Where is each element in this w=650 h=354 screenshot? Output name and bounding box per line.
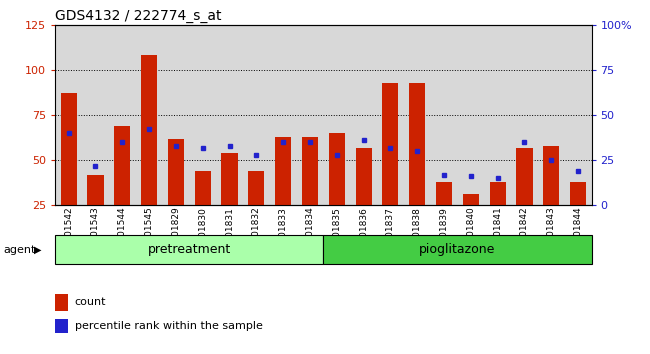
Bar <box>543 146 559 251</box>
Bar <box>463 194 479 251</box>
Bar <box>410 82 425 251</box>
Bar <box>296 25 324 205</box>
Bar <box>329 133 344 251</box>
Bar <box>356 148 372 251</box>
Bar <box>168 138 184 251</box>
Bar <box>87 175 103 251</box>
Bar <box>55 25 82 205</box>
Bar <box>436 182 452 251</box>
Bar <box>430 25 458 205</box>
Bar <box>162 25 189 205</box>
Bar <box>60 93 77 251</box>
Bar <box>382 82 398 251</box>
Bar <box>404 25 430 205</box>
Bar <box>243 25 270 205</box>
Bar <box>55 235 324 264</box>
Bar <box>489 182 506 251</box>
Text: count: count <box>75 297 106 307</box>
Bar <box>136 25 162 205</box>
Text: agent: agent <box>3 245 36 255</box>
Text: pioglitazone: pioglitazone <box>419 243 495 256</box>
Bar <box>511 25 538 205</box>
Bar <box>270 25 296 205</box>
Bar <box>570 182 586 251</box>
Bar <box>216 25 243 205</box>
Bar <box>484 25 511 205</box>
Bar <box>458 25 484 205</box>
Bar <box>195 171 211 251</box>
Bar <box>324 25 350 205</box>
Bar <box>350 25 377 205</box>
Bar <box>55 293 68 311</box>
Bar <box>114 126 130 251</box>
Bar <box>82 25 109 205</box>
Text: GDS4132 / 222774_s_at: GDS4132 / 222774_s_at <box>55 9 222 23</box>
Bar <box>189 25 216 205</box>
Text: pretreatment: pretreatment <box>148 243 231 256</box>
Bar <box>516 148 532 251</box>
Bar <box>302 137 318 251</box>
Bar <box>538 25 565 205</box>
Bar <box>109 25 136 205</box>
Bar <box>141 56 157 251</box>
Bar <box>324 235 592 264</box>
Bar <box>565 25 592 205</box>
Bar <box>248 171 265 251</box>
Bar <box>275 137 291 251</box>
Bar <box>55 319 68 333</box>
Bar <box>222 153 238 251</box>
Bar <box>377 25 404 205</box>
Text: percentile rank within the sample: percentile rank within the sample <box>75 321 263 331</box>
Text: ▶: ▶ <box>34 245 42 255</box>
